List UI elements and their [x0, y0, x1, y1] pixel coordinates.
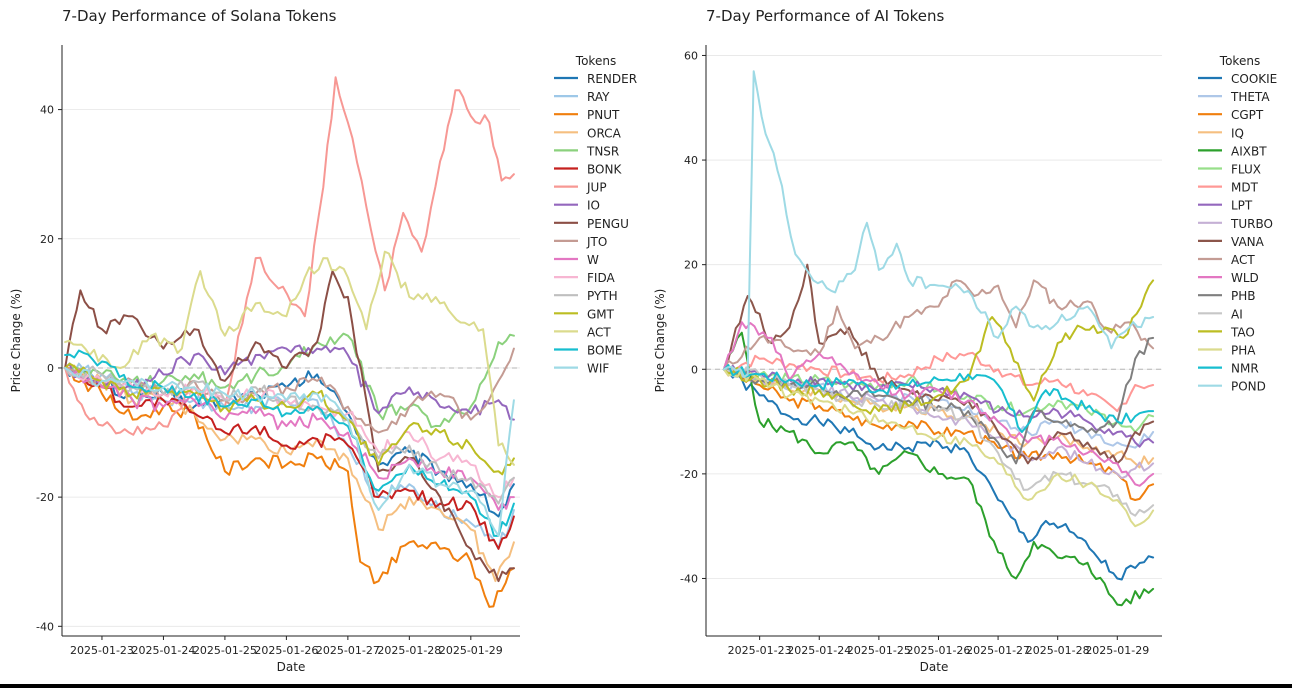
chart2-legend-label-nmr: NMR	[1231, 362, 1259, 376]
chart2-line-vana	[722, 263, 1155, 465]
chart1-legend-label-w: W	[587, 253, 599, 267]
chart1-xtick-label: 2025-01-26	[254, 644, 318, 657]
chart2-legend-label-aixbt: AIXBT	[1231, 144, 1267, 158]
chart2-legend-label-ai: AI	[1231, 307, 1243, 321]
chart2-xtick-label: 2025-01-24	[787, 644, 851, 657]
chart2-legend-label-tao: TAO	[1230, 325, 1255, 339]
chart1-xtick-label: 2025-01-23	[70, 644, 134, 657]
chart2-series-group	[722, 70, 1155, 607]
chart2-legend-label-wld: WLD	[1231, 271, 1259, 285]
chart1-legend-label-render: RENDER	[587, 72, 637, 86]
chart1-legend-label-bome: BOME	[587, 344, 622, 358]
chart1-xlabel: Date	[277, 660, 306, 674]
chart2-xtick-label: 2025-01-25	[847, 644, 911, 657]
chart2-legend-label-lpt: LPT	[1231, 199, 1253, 213]
chart1-legend-label-ray: RAY	[587, 90, 610, 104]
chart1-ytick-label: 0	[47, 362, 54, 375]
chart1-legend-label-io: IO	[587, 199, 600, 213]
chart1-ytick-label: 40	[40, 104, 54, 117]
chart1-xtick-label: 2025-01-27	[316, 644, 380, 657]
chart2-line-wld	[722, 321, 1155, 487]
chart1-legend-label-gmt: GMT	[587, 307, 615, 321]
chart2-legend-label-iq: IQ	[1231, 126, 1244, 140]
chart2-ytick-label: 40	[684, 154, 698, 167]
chart2-legend-label-cookie: COOKIE	[1231, 72, 1277, 86]
chart2-line-pond	[722, 70, 1155, 378]
chart1-legend-label-jup: JUP	[586, 181, 607, 195]
chart1-ylabel: Price Change (%)	[9, 289, 23, 393]
chart2-legend-label-vana: VANA	[1231, 235, 1265, 249]
chart2-legend-label-turbo: TURBO	[1230, 217, 1273, 231]
chart2-ytick-label: 60	[684, 49, 698, 62]
chart1-xtick-label: 2025-01-29	[439, 644, 503, 657]
chart2-ytick-label: 20	[684, 259, 698, 272]
chart1-legend-title: Tokens	[575, 54, 616, 68]
chart2-ytick-label: -40	[680, 572, 698, 585]
chart1-legend-label-fida: FIDA	[587, 271, 615, 285]
chart1-xtick-label: 2025-01-28	[377, 644, 441, 657]
chart1-line-jto	[64, 347, 515, 434]
chart2-xtick-label: 2025-01-28	[1026, 644, 1090, 657]
chart2-xlabel: Date	[920, 660, 949, 674]
chart2-legend-title: Tokens	[1219, 54, 1260, 68]
chart1-line-fida	[64, 367, 515, 499]
chart2-legend-label-act: ACT	[1231, 253, 1255, 267]
chart2-ytick-label: 0	[691, 363, 698, 376]
chart1-line-bome	[64, 349, 515, 537]
chart1-line-jup	[64, 76, 515, 436]
chart2-legend-label-phb: PHB	[1231, 289, 1256, 303]
chart1-ytick-label: -40	[36, 620, 54, 633]
chart2-line-act	[722, 279, 1155, 371]
chart1-group: 7-Day Performance of Solana Tokens -40 -20…	[9, 7, 637, 674]
chart2-line-aixbt	[722, 331, 1155, 607]
chart1-line-pengu	[64, 270, 515, 583]
chart1-ytick-label: 20	[40, 233, 54, 246]
chart2-legend-label-theta: THETA	[1230, 90, 1270, 104]
chart2-xtick-label: 2025-01-27	[966, 644, 1030, 657]
chart1-legend-label-pyth: PYTH	[587, 289, 618, 303]
chart2-title: 7-Day Performance of AI Tokens	[706, 7, 945, 25]
chart1-legend-label-jto: JTO	[586, 235, 607, 249]
chart1-xtick-label: 2025-01-25	[193, 644, 257, 657]
chart2-xtick-label: 2025-01-26	[907, 644, 971, 657]
chart2-line-tao	[722, 279, 1155, 415]
chart2-legend-label-mdt: MDT	[1231, 181, 1259, 195]
chart2-ytick-label: -20	[680, 468, 698, 481]
chart2-legend-label-pond: POND	[1231, 380, 1266, 394]
chart1-legend: Tokens RENDER RAY PNUT ORCA TNSR BONK JUP IO PENG…	[554, 54, 637, 376]
chart2-line-cgpt	[722, 367, 1155, 501]
chart2-legend-label-cgpt: CGPT	[1231, 108, 1264, 122]
chart1-line-act	[64, 250, 515, 466]
chart2-line-pha	[722, 368, 1155, 528]
chart2-legend: Tokens COOKIE THETA CGPT IQ AIXBT FLUX MDT LPT TU…	[1198, 54, 1277, 394]
chart1-legend-label-orca: ORCA	[587, 126, 622, 140]
chart1-legend-label-wif: WIF	[587, 362, 609, 376]
chart1-series-group	[64, 76, 515, 608]
chart2-legend-label-pha: PHA	[1231, 344, 1256, 358]
chart1-ytick-label: -20	[36, 491, 54, 504]
chart1-title: 7-Day Performance of Solana Tokens	[62, 7, 337, 25]
chart2-line-nmr	[722, 364, 1155, 433]
chart2-group: 7-Day Performance of AI Tokens -40 -20 0 20 4…	[653, 7, 1277, 674]
chart2-line-cookie	[722, 368, 1155, 581]
chart1-line-wif	[64, 367, 515, 537]
chart1-legend-label-bonk: BONK	[587, 163, 622, 177]
chart1-xtick-label: 2025-01-24	[131, 644, 195, 657]
chart2-xtick-label: 2025-01-23	[728, 644, 792, 657]
chart1-legend-label-tnsr: TNSR	[586, 144, 619, 158]
chart2-xtick-label: 2025-01-29	[1085, 644, 1149, 657]
chart1-line-io	[64, 344, 515, 421]
chart2-legend-label-flux: FLUX	[1231, 163, 1261, 177]
chart1-legend-label-pengu: PENGU	[587, 217, 629, 231]
chart1-legend-label-pnut: PNUT	[587, 108, 620, 122]
chart2-line-turbo	[722, 368, 1155, 480]
chart1-line-pnut	[64, 367, 515, 608]
chart1-line-render	[64, 367, 515, 518]
chart1-line-bonk	[64, 367, 515, 550]
chart1-legend-label-act: ACT	[587, 325, 611, 339]
chart2-ylabel: Price Change (%)	[653, 289, 667, 393]
